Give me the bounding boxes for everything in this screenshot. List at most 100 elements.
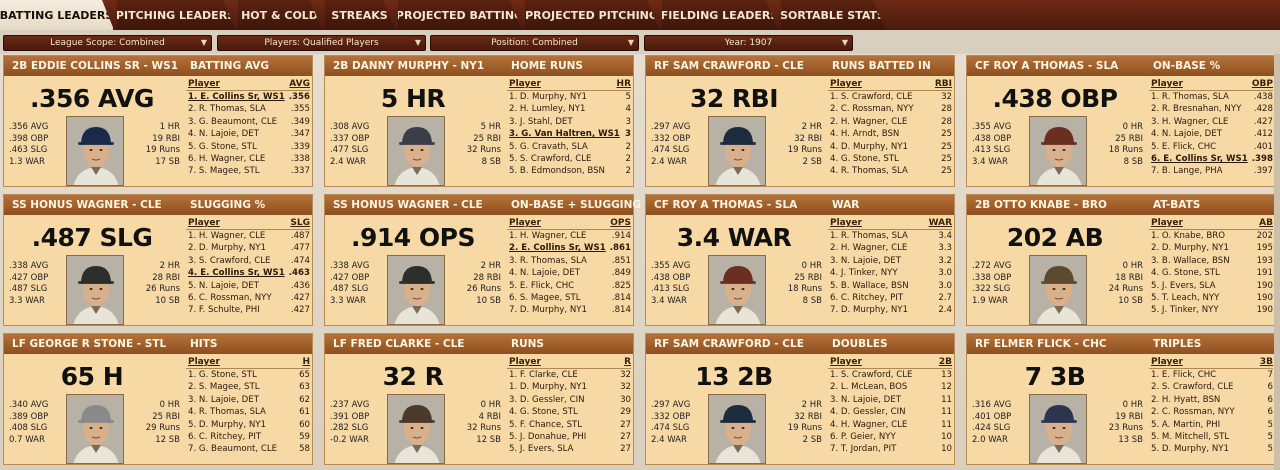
leaderboard-row[interactable]: 5. E. Flick, CHC .825 — [507, 280, 631, 292]
leaderboard-row[interactable]: 5. G. Stone, STL .339 — [186, 141, 310, 153]
leader-name-link[interactable]: 4. N. Lajoie, DET — [1151, 129, 1222, 140]
column-header-player[interactable]: Player — [188, 218, 220, 228]
leaderboard-row[interactable]: 2. R. Thomas, SLA .355 — [186, 103, 310, 115]
leaderboard-row[interactable]: 5. D. Murphy, NY1 5 — [1149, 443, 1273, 455]
leaderboard-row[interactable]: 5. B. Edmondson, BSN 2 — [507, 165, 631, 177]
leader-panel[interactable]: CF ROY A THOMAS - SLA ON-BASE % .438 OBP .3… — [966, 55, 1276, 187]
leader-panel[interactable]: SS HONUS WAGNER - CLE SLUGGING % .487 SLG.… — [3, 194, 313, 326]
column-header-stat[interactable]: OBP — [1251, 79, 1273, 89]
year-dropdown[interactable]: Year: 1907 ▼ — [644, 35, 853, 51]
leader-name-link[interactable]: 5. G. Stone, STL — [188, 141, 257, 152]
player-photo[interactable] — [66, 394, 124, 464]
leaderboard-row[interactable]: 2. H. Hyatt, BSN 6 — [1149, 394, 1273, 406]
leader-name-link[interactable]: 1. O. Knabe, BRO — [1151, 231, 1225, 241]
player-photo[interactable] — [1029, 394, 1087, 464]
tab-sortable-stats[interactable]: SORTABLE STATS — [781, 0, 885, 30]
leader-name-link[interactable]: 4. H. Wagner, CLE — [830, 419, 908, 430]
leader-name-link[interactable]: 2. L. McLean, BOS — [830, 382, 908, 393]
leaderboard-row[interactable]: 4. D. Gessler, CIN 11 — [828, 406, 952, 418]
leader-panel[interactable]: RF SAM CRAWFORD - CLE RUNS BATTED IN 32 RB… — [645, 55, 955, 187]
column-header-stat[interactable]: OPS — [610, 218, 631, 228]
tab-batting-leaders[interactable]: BATTING LEADERS — [0, 0, 114, 30]
leaderboard-row[interactable]: 4. G. Stone, STL 29 — [507, 406, 631, 418]
leader-name-link[interactable]: 5. D. Murphy, NY1 — [188, 419, 267, 430]
leader-name-link[interactable]: 1. E. Flick, CHC — [1151, 370, 1217, 380]
player-photo[interactable] — [708, 255, 766, 325]
column-header-stat[interactable]: HR — [616, 79, 631, 89]
leaderboard-row[interactable]: 4. R. Thomas, SLA 61 — [186, 406, 310, 418]
featured-player-link[interactable]: RF ELMER FLICK - CHC — [975, 338, 1107, 350]
leader-name-link[interactable]: 4. R. Thomas, SLA — [188, 407, 266, 418]
leader-name-link[interactable]: 2. S. Magee, STL — [188, 382, 260, 393]
leader-panel[interactable]: LF FRED CLARKE - CLE RUNS 32 R .237 AVG .391… — [324, 333, 634, 465]
leaderboard-row[interactable]: 4. G. Stone, STL 25 — [828, 153, 952, 165]
leader-name-link[interactable]: 6. C. Ritchey, PIT — [830, 292, 904, 303]
leader-name-link[interactable]: 2. R. Thomas, SLA — [188, 104, 266, 115]
column-header-stat[interactable]: 2B — [938, 357, 952, 367]
leader-name-link[interactable]: 3. D. Gessler, CIN — [509, 394, 585, 405]
leader-name-link[interactable]: 5. N. Lajoie, DET — [188, 280, 259, 291]
leader-name-link[interactable]: 2. H. Wagner, CLE — [830, 116, 908, 127]
players-dropdown[interactable]: Players: Qualified Players ▼ — [217, 35, 426, 51]
leaderboard-row[interactable]: 1. R. Thomas, SLA .438 — [1149, 91, 1273, 103]
league-scope-dropdown[interactable]: League Scope: Combined ▼ — [3, 35, 212, 51]
leader-name-link[interactable]: 3. H. Wagner, CLE — [1151, 116, 1229, 127]
column-header-stat[interactable]: AB — [1259, 218, 1273, 228]
column-header-player[interactable]: Player — [1151, 79, 1183, 89]
leaderboard-row[interactable]: 5. T. Leach, NYY 190 — [1149, 292, 1273, 304]
leader-name-link[interactable]: 7. S. Magee, STL — [188, 166, 260, 177]
leader-name-link[interactable]: 1. R. Thomas, SLA — [1151, 92, 1229, 102]
leaderboard-row[interactable]: 2. H. Wagner, CLE 28 — [828, 116, 952, 128]
leader-name-link[interactable]: 4. D. Murphy, NY1 — [830, 141, 909, 152]
leader-name-link[interactable]: 1. S. Crawford, CLE — [830, 370, 913, 380]
leaderboard-row[interactable]: 4. H. Arndt, BSN 25 — [828, 128, 952, 140]
leader-name-link[interactable]: 5. J. Evers, SLA — [1151, 280, 1216, 291]
featured-player-link[interactable]: LF GEORGE R STONE - STL — [12, 338, 167, 350]
column-header-stat[interactable]: 3B — [1259, 357, 1273, 367]
leaderboard-row[interactable]: 2. S. Crawford, CLE 6 — [1149, 381, 1273, 393]
leader-panel[interactable]: 2B EDDIE COLLINS SR - WS1 BATTING AVG .356… — [3, 55, 313, 187]
leader-name-link[interactable]: 3. N. Lajoie, DET — [188, 394, 259, 405]
leader-name-link[interactable]: 4. J. Tinker, NYY — [830, 268, 898, 279]
leader-name-link[interactable]: 3. G. Van Haltren, WS1 — [509, 129, 620, 140]
leaderboard-row[interactable]: 4. G. Stone, STL 191 — [1149, 267, 1273, 279]
leader-name-link[interactable]: 1. H. Wagner, CLE — [188, 231, 266, 241]
leaderboard-row[interactable]: 6. C. Ritchey, PIT 2.7 — [828, 292, 952, 304]
leaderboard-row[interactable]: 4. D. Murphy, NY1 25 — [828, 141, 952, 153]
leaderboard-row[interactable]: 1. O. Knabe, BRO 202 — [1149, 230, 1273, 242]
leaderboard-row[interactable]: 2. S. Magee, STL 63 — [186, 381, 310, 393]
player-photo[interactable] — [708, 394, 766, 464]
leader-name-link[interactable]: 2. D. Murphy, NY1 — [188, 243, 267, 254]
column-header-player[interactable]: Player — [509, 357, 541, 367]
column-header-stat[interactable]: SLG — [290, 218, 310, 228]
leaderboard-row[interactable]: 2. H. Wagner, CLE 3.3 — [828, 242, 952, 254]
leaderboard-row[interactable]: 5. S. Crawford, CLE 2 — [507, 153, 631, 165]
leader-name-link[interactable]: 2. S. Crawford, CLE — [1151, 382, 1234, 393]
leader-name-link[interactable]: 5. B. Wallace, BSN — [830, 280, 909, 291]
leader-name-link[interactable]: 5. J. Tinker, NYY — [1151, 305, 1219, 316]
leaderboard-row[interactable]: 7. S. Magee, STL .337 — [186, 165, 310, 177]
player-photo[interactable] — [387, 255, 445, 325]
leader-panel[interactable]: RF SAM CRAWFORD - CLE DOUBLES 13 2B .297 AV… — [645, 333, 955, 465]
leader-name-link[interactable]: 1. F. Clarke, CLE — [509, 370, 578, 380]
leader-name-link[interactable]: 3. B. Wallace, BSN — [1151, 255, 1230, 266]
leaderboard-row[interactable]: 4. E. Collins Sr, WS1.463 — [186, 267, 310, 279]
leader-name-link[interactable]: 3. R. Thomas, SLA — [509, 255, 587, 266]
leader-name-link[interactable]: 2. C. Rossman, NYY — [830, 104, 914, 115]
leader-name-link[interactable]: 4. E. Collins Sr, WS1 — [188, 268, 285, 279]
leaderboard-row[interactable]: 1. D. Murphy, NY1 5 — [507, 91, 631, 103]
leaderboard-row[interactable]: 3. J. Stahl, DET 3 — [507, 116, 631, 128]
player-photo[interactable] — [708, 116, 766, 186]
leader-name-link[interactable]: 1. R. Thomas, SLA — [830, 231, 908, 241]
leader-name-link[interactable]: 7. B. Lange, PHA — [1151, 166, 1223, 177]
leader-name-link[interactable]: 2. E. Collins Sr, WS1 — [509, 243, 606, 254]
leader-panel[interactable]: SS HONUS WAGNER - CLE ON-BASE + SLUGGING.… — [324, 194, 641, 326]
leaderboard-row[interactable]: 2. C. Rossman, NYY 6 — [1149, 406, 1273, 418]
leader-panel[interactable]: 2B OTTO KNABE - BRO AT-BATS 202 AB .272 AVG… — [966, 194, 1276, 326]
featured-player-link[interactable]: 2B EDDIE COLLINS SR - WS1 — [12, 60, 178, 72]
player-photo[interactable] — [387, 394, 445, 464]
leaderboard-row[interactable]: 6. S. Magee, STL .814 — [507, 292, 631, 304]
leaderboard-row[interactable]: 3. N. Lajoie, DET 11 — [828, 394, 952, 406]
leaderboard-row[interactable]: 2. E. Collins Sr, WS1.861 — [507, 242, 631, 254]
leader-name-link[interactable]: 7. D. Murphy, NY1 — [509, 305, 588, 316]
